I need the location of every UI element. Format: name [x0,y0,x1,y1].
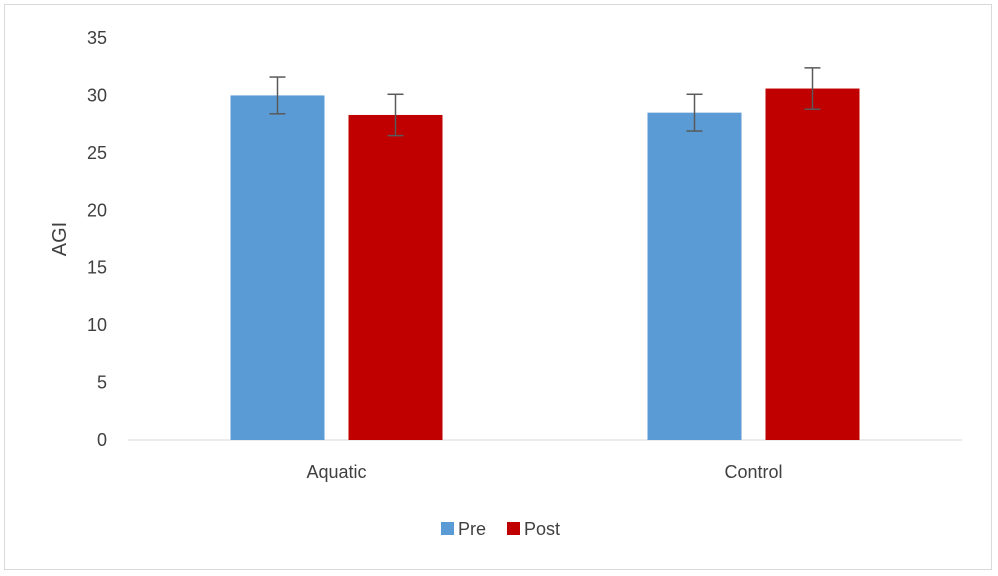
legend-label: Post [524,519,560,539]
x-tick-label: Control [724,462,782,482]
legend-swatch-post [507,522,520,535]
y-tick-label: 20 [87,200,107,220]
bar-pre-aquatic [230,95,325,440]
y-tick-label: 35 [87,28,107,48]
y-tick-label: 5 [97,373,107,393]
y-axis-ticks: 0 5 10 15 20 25 30 35 [87,28,107,450]
legend-label: Pre [458,519,486,539]
y-tick-label: 15 [87,258,107,278]
y-tick-label: 0 [97,430,107,450]
legend-swatch-pre [441,522,454,535]
bar-pre-control [647,112,742,441]
bar-post-control [765,88,860,440]
y-tick-label: 25 [87,143,107,163]
legend: Pre Post [441,519,560,539]
error-bars [269,67,821,137]
y-tick-label: 30 [87,85,107,105]
x-tick-label: Aquatic [306,462,366,482]
bars [230,88,860,441]
y-axis-title: AGI [49,222,71,256]
x-axis-labels: Aquatic Control [306,462,782,482]
y-tick-label: 10 [87,315,107,335]
bar-post-aquatic [348,114,443,440]
